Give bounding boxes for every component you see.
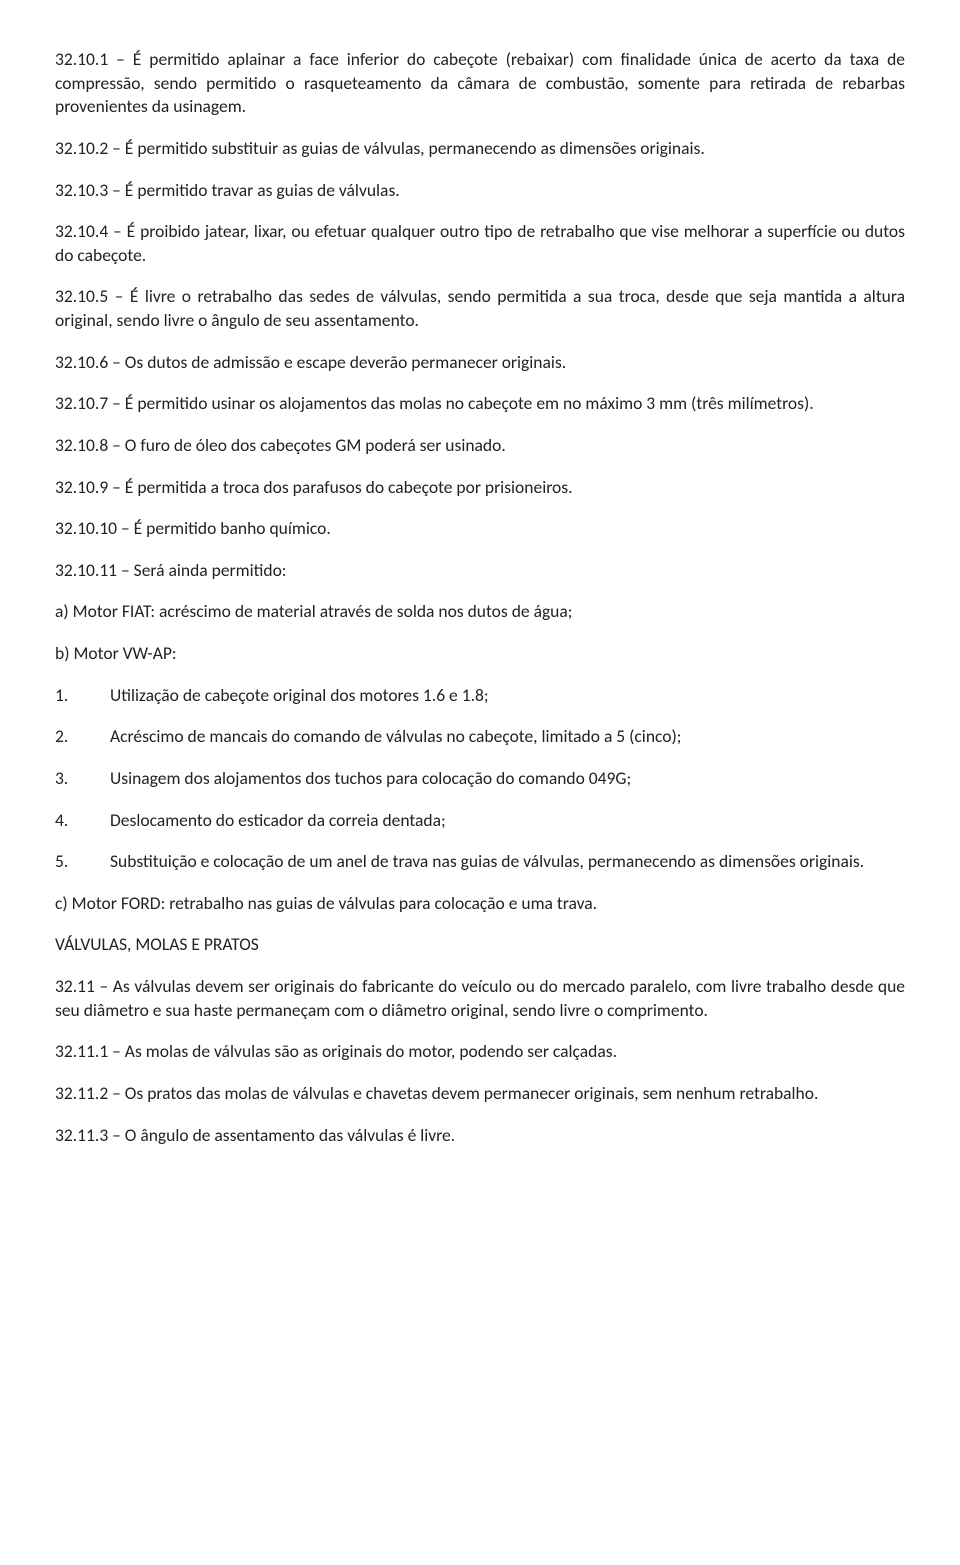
clause-32-11-1: 32.11.1 – As molas de válvulas são as or…: [55, 1040, 905, 1064]
clause-32-10-1: 32.10.1 – É permitido aplainar a face in…: [55, 48, 905, 119]
list-item: 1. Utilização de cabeçote original dos m…: [55, 684, 905, 708]
list-item: 4. Deslocamento do esticador da correia …: [55, 809, 905, 833]
item-c: c) Motor FORD: retrabalho nas guias de v…: [55, 892, 905, 916]
clause-32-10-2: 32.10.2 – É permitido substituir as guia…: [55, 137, 905, 161]
list-number: 4.: [55, 809, 110, 833]
clause-32-10-10: 32.10.10 – É permitido banho químico.: [55, 517, 905, 541]
clause-32-10-8: 32.10.8 – O furo de óleo dos cabeçotes G…: [55, 434, 905, 458]
clause-32-10-6: 32.10.6 – Os dutos de admissão e escape …: [55, 351, 905, 375]
clause-32-10-5: 32.10.5 – É livre o retrabalho das sedes…: [55, 285, 905, 332]
list-text: Utilização de cabeçote original dos moto…: [110, 684, 905, 708]
list-text: Deslocamento do esticador da correia den…: [110, 809, 905, 833]
clause-32-11-3: 32.11.3 – O ângulo de assentamento das v…: [55, 1124, 905, 1148]
list-item: 5. Substituição e colocação de um anel d…: [55, 850, 905, 874]
clause-32-10-4: 32.10.4 – É proibido jatear, lixar, ou e…: [55, 220, 905, 267]
clause-32-10-11: 32.10.11 – Será ainda permitido:: [55, 559, 905, 583]
list-text: Substituição e colocação de um anel de t…: [110, 850, 905, 874]
clause-32-11-2: 32.11.2 – Os pratos das molas de válvula…: [55, 1082, 905, 1106]
vw-ap-list: 1. Utilização de cabeçote original dos m…: [55, 684, 905, 874]
list-text: Usinagem dos alojamentos dos tuchos para…: [110, 767, 905, 791]
list-number: 1.: [55, 684, 110, 708]
clause-32-10-3: 32.10.3 – É permitido travar as guias de…: [55, 179, 905, 203]
list-number: 5.: [55, 850, 110, 874]
list-text: Acréscimo de mancais do comando de válvu…: [110, 725, 905, 749]
clause-32-10-9: 32.10.9 – É permitida a troca dos parafu…: [55, 476, 905, 500]
list-number: 2.: [55, 725, 110, 749]
list-item: 3. Usinagem dos alojamentos dos tuchos p…: [55, 767, 905, 791]
list-number: 3.: [55, 767, 110, 791]
item-a: a) Motor FIAT: acréscimo de material atr…: [55, 600, 905, 624]
item-b: b) Motor VW-AP:: [55, 642, 905, 666]
list-item: 2. Acréscimo de mancais do comando de vá…: [55, 725, 905, 749]
section-title-valvulas: VÁLVULAS, MOLAS E PRATOS: [55, 933, 905, 957]
clause-32-10-7: 32.10.7 – É permitido usinar os alojamen…: [55, 392, 905, 416]
clause-32-11: 32.11 – As válvulas devem ser originais …: [55, 975, 905, 1022]
